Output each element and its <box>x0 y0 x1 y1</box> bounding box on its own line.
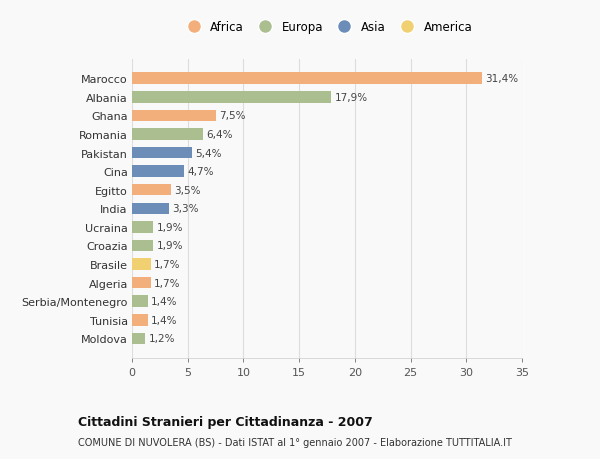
Text: 3,3%: 3,3% <box>172 204 199 214</box>
Text: 6,4%: 6,4% <box>206 129 233 140</box>
Bar <box>132 129 203 140</box>
Bar <box>132 277 151 289</box>
Bar <box>132 166 184 178</box>
Legend: Africa, Europa, Asia, America: Africa, Europa, Asia, America <box>178 18 476 38</box>
Bar <box>132 296 148 308</box>
Bar <box>132 147 192 159</box>
Bar <box>132 314 148 326</box>
Bar <box>132 185 171 196</box>
Text: 1,7%: 1,7% <box>154 259 181 269</box>
Text: COMUNE DI NUVOLERA (BS) - Dati ISTAT al 1° gennaio 2007 - Elaborazione TUTTITALI: COMUNE DI NUVOLERA (BS) - Dati ISTAT al … <box>78 437 512 447</box>
Bar <box>132 203 169 215</box>
Text: 7,5%: 7,5% <box>219 111 245 121</box>
Bar <box>132 333 145 344</box>
Text: 5,4%: 5,4% <box>196 148 222 158</box>
Text: 1,4%: 1,4% <box>151 315 178 325</box>
Bar <box>132 222 153 233</box>
Text: 4,7%: 4,7% <box>188 167 214 177</box>
Bar <box>132 92 331 103</box>
Text: 31,4%: 31,4% <box>485 74 518 84</box>
Text: 1,4%: 1,4% <box>151 297 178 307</box>
Bar <box>132 240 153 252</box>
Text: 17,9%: 17,9% <box>335 93 368 102</box>
Text: 1,2%: 1,2% <box>149 334 175 344</box>
Text: 1,7%: 1,7% <box>154 278 181 288</box>
Text: Cittadini Stranieri per Cittadinanza - 2007: Cittadini Stranieri per Cittadinanza - 2… <box>78 415 373 428</box>
Text: 1,9%: 1,9% <box>157 241 183 251</box>
Text: 3,5%: 3,5% <box>175 185 201 195</box>
Bar <box>132 73 482 85</box>
Bar <box>132 110 215 122</box>
Text: 1,9%: 1,9% <box>157 223 183 232</box>
Bar <box>132 259 151 270</box>
